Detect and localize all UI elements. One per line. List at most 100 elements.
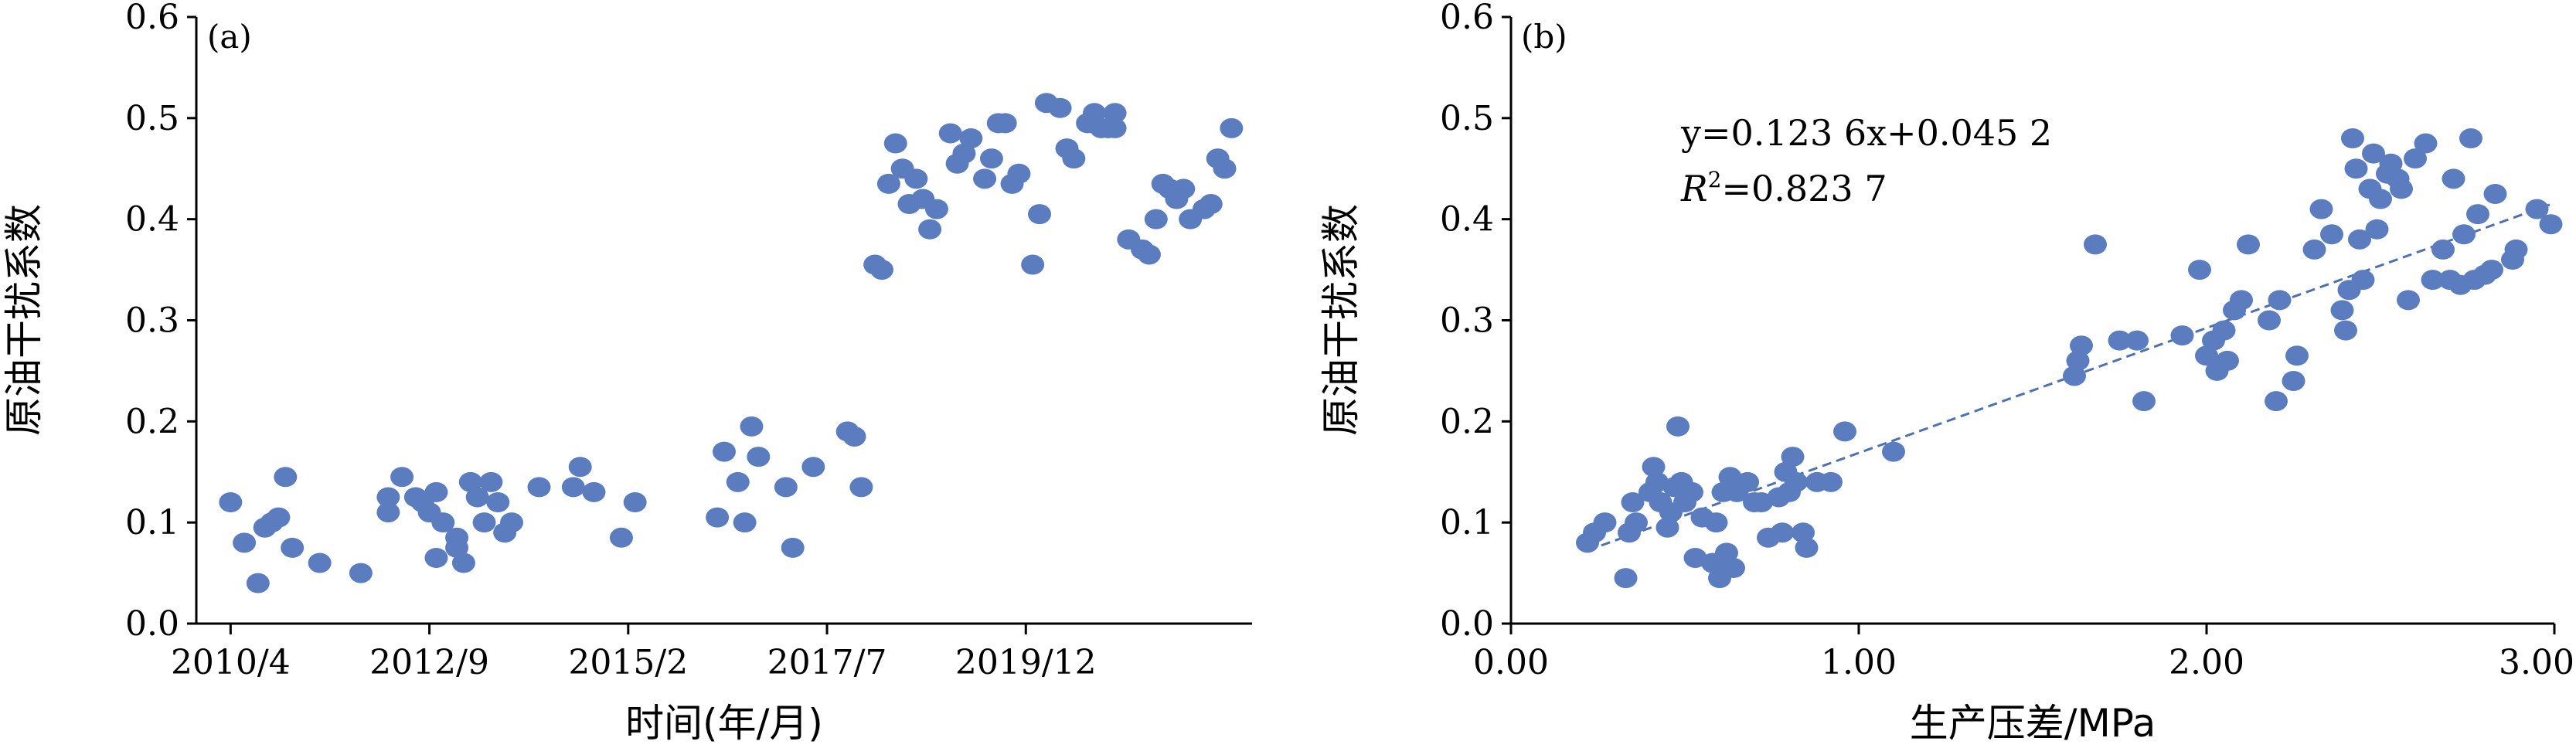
y-tick-label: 0.0 — [1440, 604, 1494, 644]
data-point — [274, 467, 298, 488]
y-tick-label: 0.3 — [125, 301, 179, 341]
data-point — [1625, 512, 1648, 533]
data-point — [1593, 512, 1617, 533]
r-squared-value: =0.823 7 — [1721, 168, 1887, 209]
data-point — [713, 441, 736, 462]
data-point — [2302, 239, 2326, 260]
data-point — [1882, 441, 1905, 462]
data-point — [376, 502, 400, 523]
data-point — [2351, 270, 2375, 291]
data-point — [781, 537, 805, 558]
panel-b-label: (b) — [1521, 18, 1567, 56]
data-point — [623, 492, 647, 512]
data-point — [1819, 471, 1843, 492]
data-point — [1785, 471, 1808, 492]
data-point — [2539, 214, 2563, 235]
data-point — [376, 487, 400, 508]
data-point — [1220, 117, 1244, 138]
x-tick-label: 3.00 — [2499, 643, 2574, 682]
y-tick-label: 0.6 — [125, 0, 179, 37]
data-point — [472, 512, 496, 533]
x-tick-label: 1.00 — [1821, 643, 1897, 682]
data-point — [1103, 103, 1127, 124]
data-point — [568, 457, 592, 478]
data-point — [479, 471, 503, 492]
data-point — [979, 148, 1003, 169]
data-point — [1666, 416, 1690, 437]
panel-a-y-axis-label: 原油干扰系数 — [2, 204, 46, 436]
data-point — [1021, 254, 1045, 275]
data-point — [973, 168, 997, 189]
data-point — [1750, 492, 1773, 512]
data-point — [2525, 199, 2549, 219]
data-point — [1722, 558, 1745, 579]
y-tick-label: 0.4 — [1440, 200, 1494, 240]
data-point — [726, 471, 750, 492]
data-point — [424, 547, 448, 568]
data-point — [458, 471, 482, 492]
data-point — [2230, 290, 2253, 311]
data-point — [959, 128, 983, 148]
data-point — [2390, 178, 2413, 199]
x-tick-label: 2012/9 — [369, 643, 489, 682]
data-point — [431, 512, 455, 533]
data-point — [582, 481, 606, 502]
data-point — [2334, 320, 2357, 341]
data-point — [2466, 204, 2489, 225]
data-point — [609, 527, 633, 548]
data-point — [740, 416, 764, 437]
data-point — [2320, 224, 2343, 245]
y-tick-label: 0.1 — [1440, 503, 1494, 542]
y-tick-label: 0.2 — [1440, 402, 1494, 441]
data-point — [1656, 517, 1679, 538]
x-tick-label: 2017/7 — [767, 643, 887, 682]
data-point — [1645, 471, 1669, 492]
data-point — [2344, 158, 2368, 179]
data-point — [1683, 547, 1707, 568]
r-squared-superscript: 2 — [1708, 167, 1722, 192]
data-point — [465, 487, 489, 508]
data-point — [1144, 209, 1168, 230]
data-point — [1771, 522, 1794, 543]
y-tick-label: 0.5 — [1440, 99, 1494, 138]
data-point — [2397, 290, 2420, 311]
data-point — [561, 477, 585, 498]
y-tick-label: 0.5 — [125, 99, 179, 138]
data-point — [233, 532, 257, 553]
y-tick-label: 0.2 — [125, 402, 179, 441]
data-point — [1048, 97, 1072, 118]
data-point — [451, 552, 475, 573]
data-point — [876, 173, 900, 194]
data-point — [1062, 148, 1086, 169]
data-point — [500, 512, 524, 533]
panel-b-x-axis-label: 生产压差/MPa — [1910, 701, 2156, 746]
data-point — [2063, 366, 2086, 386]
data-point — [2070, 335, 2093, 356]
data-point — [904, 168, 928, 189]
panel-a-y-ticks: 0.0 0.1 0.2 0.3 0.4 0.5 0.6 — [125, 0, 196, 644]
data-point — [246, 573, 270, 593]
panel-b-y-ticks: 0.0 0.1 0.2 0.3 0.4 0.5 0.6 — [1440, 0, 1511, 644]
data-point — [1833, 421, 1856, 442]
data-point — [1795, 537, 1819, 558]
data-point — [2341, 128, 2364, 148]
x-tick-label: 0.00 — [1473, 643, 1549, 682]
data-point — [1792, 522, 1815, 543]
panel-a-points — [219, 93, 1244, 593]
panel-a-label: (a) — [207, 18, 252, 56]
data-point — [870, 260, 894, 280]
panel-a-x-axis-label: 时间(年/月) — [625, 701, 823, 746]
data-point — [2188, 260, 2211, 280]
data-point — [2195, 345, 2218, 366]
data-point — [349, 563, 373, 583]
panel-b-x-ticks: 0.00 1.00 2.00 3.00 — [1473, 624, 2574, 682]
data-point — [219, 492, 243, 512]
y-tick-label: 0.3 — [1440, 301, 1494, 341]
data-point — [2404, 148, 2427, 169]
data-point — [2452, 224, 2476, 245]
panel-b-fit-line — [1587, 202, 2555, 552]
panel-a-x-ticks: 2010/4 2012/9 2015/2 2017/7 2019/12 — [171, 624, 1097, 682]
data-point — [849, 477, 873, 498]
data-point — [1614, 568, 1638, 589]
